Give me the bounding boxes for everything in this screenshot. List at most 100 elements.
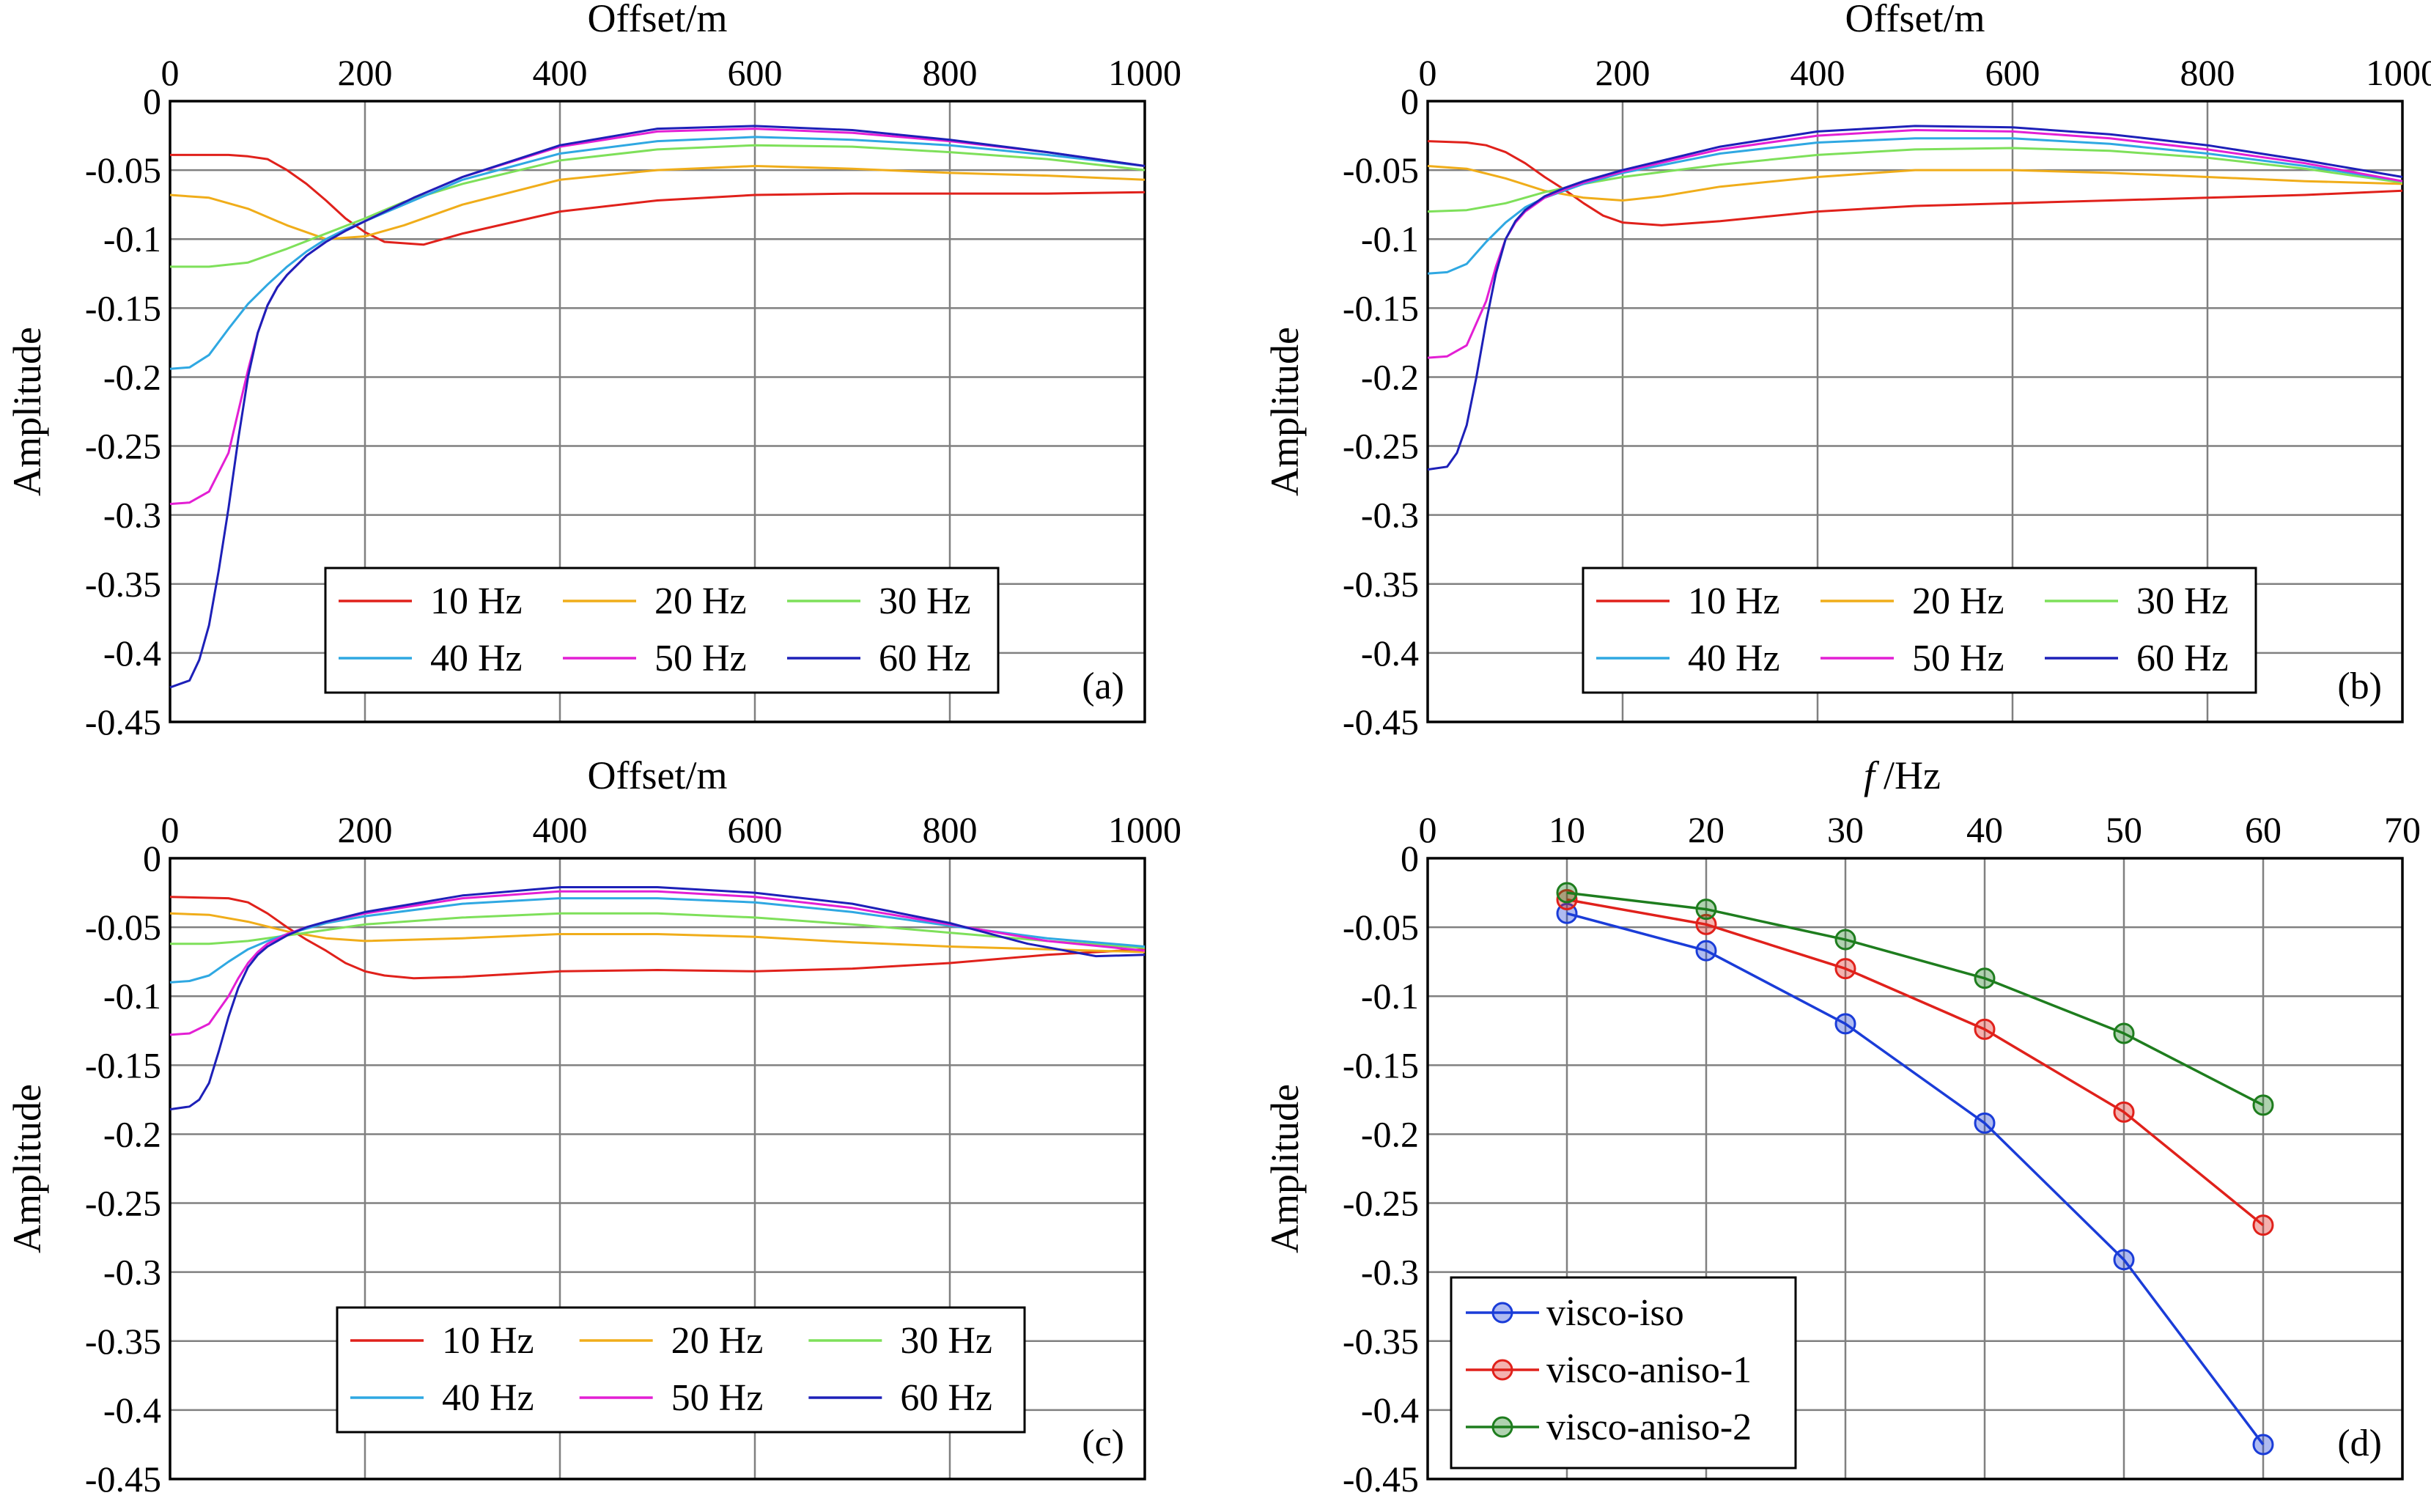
- series-line-10-hz: [169, 896, 1146, 980]
- panel-a-chart: 0 200 400 600 800 1000 0 -0.05 -0.1 -0.15 -0.2 -0.2…: [5, 0, 1181, 742]
- y-tick-label: -0.25: [85, 426, 161, 467]
- x-tick-label: 800: [923, 52, 978, 93]
- y-tick-label: 0: [1401, 81, 1419, 122]
- legend-label: 10 Hz: [1688, 580, 1780, 622]
- series-line-10-hz: [1427, 140, 2403, 226]
- series-line-visco-iso: [1566, 912, 2265, 1445]
- data-point-visco-aniso-1: [1556, 888, 1578, 910]
- data-point-visco-aniso-1: [1974, 1018, 1996, 1040]
- x-tick-label: 60: [2245, 809, 2281, 850]
- legend-label: 50 Hz: [654, 638, 747, 679]
- plot-frame-b: [1426, 100, 2404, 723]
- legend-label: 60 Hz: [2136, 638, 2229, 679]
- series-group-c: [169, 886, 1146, 1111]
- legend-label: 50 Hz: [671, 1377, 764, 1419]
- series-line-40-hz: [1427, 137, 2403, 275]
- legend-label: 10 Hz: [442, 1320, 534, 1362]
- series-group-b: [1427, 125, 2403, 471]
- data-point-visco-aniso-1: [1695, 913, 1717, 935]
- x-tick-label: 600: [728, 809, 783, 850]
- panel-b-chart: 0 200 400 600 800 1000 0 -0.05 -0.1 -0.15 -0.2 -0.2…: [1263, 0, 2431, 742]
- y-tick-label: -0.15: [1343, 1044, 1419, 1085]
- data-point-visco-aniso-1: [2252, 1214, 2274, 1236]
- panel-label-a: (a): [1082, 665, 1124, 707]
- panel-label-c: (c): [1082, 1423, 1124, 1464]
- legend-label: 20 Hz: [654, 580, 747, 622]
- data-point-visco-iso: [2113, 1249, 2135, 1271]
- data-point-visco-aniso-2: [1834, 929, 1856, 951]
- data-point-visco-iso: [1695, 940, 1717, 962]
- y-axis-label: Amplitude: [1263, 327, 1307, 496]
- y-tick-label: -0.45: [85, 701, 161, 742]
- legend-label: 60 Hz: [879, 638, 971, 679]
- legend-marker: [1491, 1302, 1513, 1324]
- y-tick-label: -0.3: [103, 1252, 161, 1293]
- panel-label-d: (d): [2337, 1423, 2382, 1464]
- x-tick-label: 400: [1790, 52, 1845, 93]
- plot-frame-c: [169, 857, 1146, 1480]
- legend-label: visco-aniso-2: [1546, 1406, 1752, 1448]
- plot-frame-d: [1426, 857, 2404, 1480]
- x-tick-label: 0: [1419, 809, 1437, 850]
- y-tick-label: -0.15: [85, 1044, 161, 1085]
- y-tick-label: -0.4: [103, 1390, 161, 1431]
- data-point-visco-aniso-2: [1695, 899, 1717, 921]
- y-tick-label: 0: [143, 838, 161, 879]
- legend-label: 20 Hz: [671, 1320, 764, 1362]
- legend-label: visco-aniso-1: [1546, 1349, 1752, 1391]
- y-tick-label: -0.3: [1361, 495, 1419, 536]
- x-tick-label: 40: [1966, 809, 2003, 850]
- x-tick-label: 200: [338, 52, 393, 93]
- series-line-visco-aniso-1: [1566, 898, 2265, 1227]
- x-axis-label: Offset/m: [588, 753, 728, 797]
- legend-a: 10 Hz 20 Hz 30 Hz 40 Hz 50 Hz 60 Hz: [324, 567, 1000, 694]
- legend-marker: [1491, 1416, 1513, 1438]
- x-tick-label: 400: [533, 809, 588, 850]
- legend-label: 40 Hz: [1688, 638, 1780, 679]
- x-axis-label: Offset/m: [588, 0, 728, 40]
- series-line-30-hz: [1427, 147, 2403, 213]
- x-tick-label: 200: [1596, 52, 1650, 93]
- y-tick-label: -0.4: [1361, 1390, 1419, 1431]
- legend-d: visco-iso visco-aniso-1 visco-aniso-2: [1450, 1276, 1797, 1469]
- y-axis-label: Amplitude: [1263, 1084, 1307, 1253]
- legend-label: visco-iso: [1546, 1292, 1684, 1334]
- series-line-20-hz: [1427, 165, 2403, 202]
- x-tick-label: 600: [1985, 52, 2040, 93]
- y-tick-label: -0.45: [1343, 701, 1419, 742]
- y-tick-label: -0.4: [103, 633, 161, 674]
- y-tick-label: 0: [1401, 838, 1419, 879]
- legend-box: [1450, 1276, 1797, 1469]
- series-line-30-hz: [170, 144, 1146, 268]
- x-tick-label: 0: [161, 809, 180, 850]
- series-line-10-hz: [170, 153, 1146, 246]
- data-point-visco-aniso-2: [1974, 967, 1996, 989]
- x-tick-label: 200: [338, 809, 393, 850]
- legend-box: [336, 1306, 1026, 1434]
- y-tick-label: -0.15: [85, 287, 161, 328]
- x-tick-label: 0: [1419, 52, 1437, 93]
- data-point-visco-aniso-2: [2252, 1094, 2274, 1116]
- series-line-60-hz: [169, 125, 1146, 689]
- data-point-visco-aniso-1: [1834, 958, 1856, 980]
- series-line-50-hz: [1427, 129, 2403, 359]
- series-line-60-hz: [169, 886, 1146, 1111]
- series-line-60-hz: [1427, 125, 2403, 471]
- x-tick-label: 800: [2180, 52, 2235, 93]
- x-tick-label: 50: [2106, 809, 2142, 850]
- x-axis-label-unit: /Hz: [1884, 753, 1941, 797]
- y-tick-label: -0.25: [85, 1183, 161, 1224]
- series-group-a: [169, 125, 1146, 689]
- legend-label: 30 Hz: [900, 1320, 992, 1362]
- y-tick-label: -0.3: [103, 495, 161, 536]
- x-tick-label: 1000: [1108, 52, 1181, 93]
- y-tick-label: -0.05: [1343, 150, 1419, 191]
- legend-label: 30 Hz: [879, 580, 971, 622]
- y-tick-label: -0.05: [85, 907, 161, 948]
- x-tick-label: 30: [1827, 809, 1864, 850]
- y-tick-label: -0.35: [1343, 1321, 1419, 1362]
- x-tick-label: 1000: [2366, 52, 2431, 93]
- series-line-40-hz: [169, 897, 1146, 984]
- y-tick-label: -0.2: [103, 1113, 161, 1154]
